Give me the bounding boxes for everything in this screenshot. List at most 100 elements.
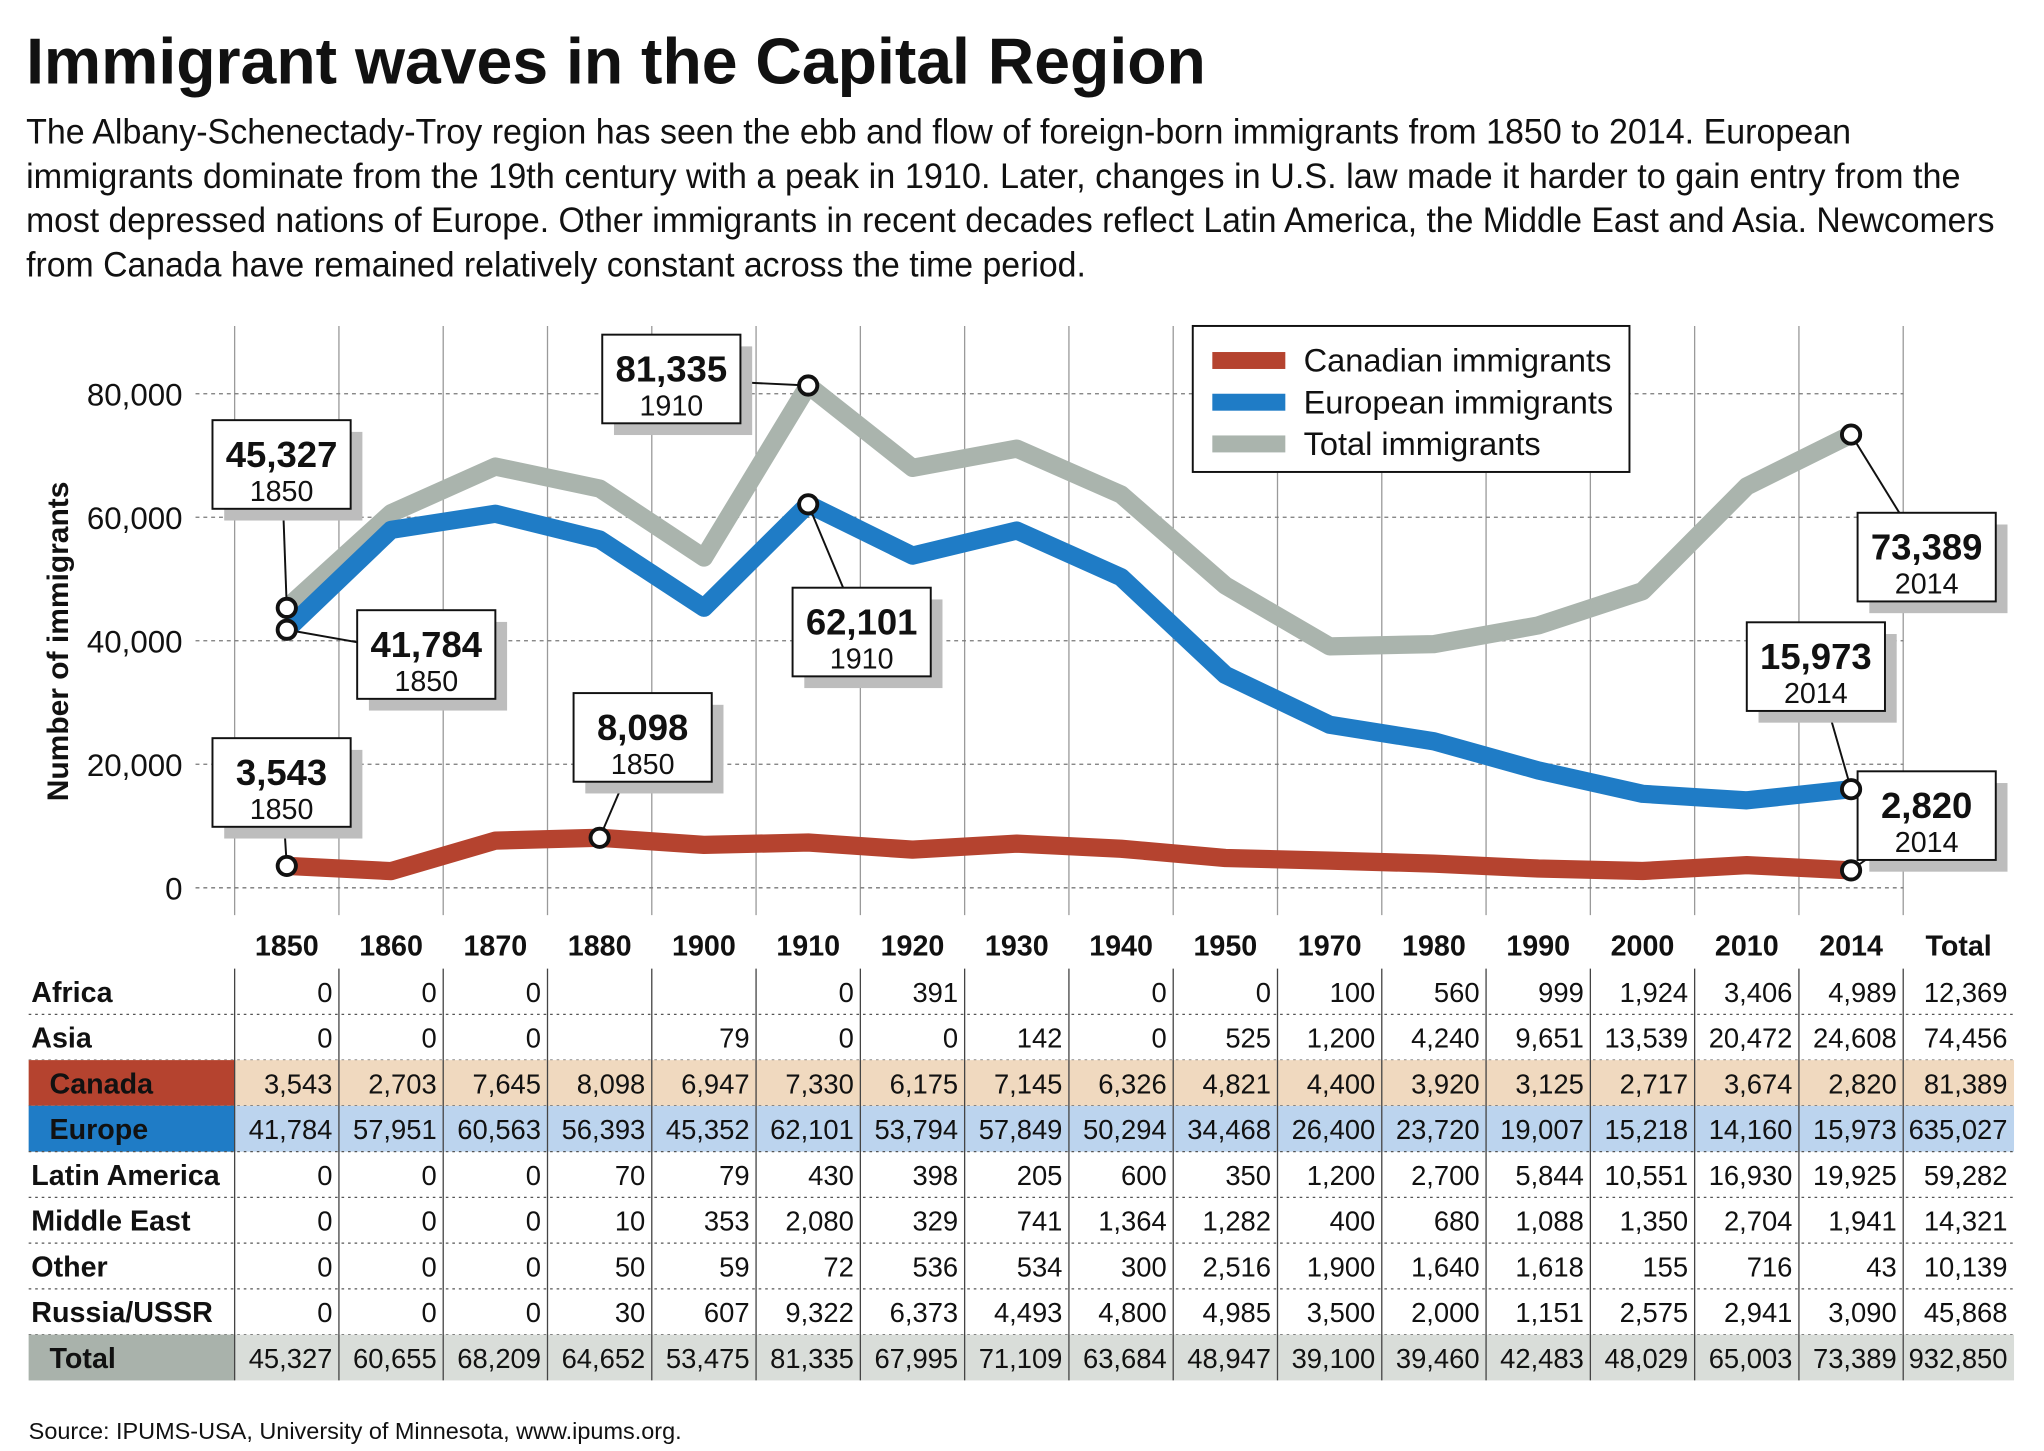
- table-cell: 1,364: [1098, 1206, 1166, 1237]
- row-band: [28, 1060, 2015, 1106]
- table-cell: 1,200: [1307, 1023, 1375, 1054]
- table-cell: 1,088: [1515, 1206, 1583, 1237]
- table-cell: 155: [1642, 1251, 1688, 1282]
- table-cell: 20,472: [1709, 1023, 1793, 1054]
- point-marker: [1839, 778, 1863, 801]
- table-cell: 59: [719, 1251, 749, 1282]
- table-cell: 0: [317, 977, 332, 1008]
- column-header: 1910: [776, 931, 840, 963]
- table-cell: 0: [1151, 977, 1166, 1008]
- table-cell: 45,327: [249, 1343, 333, 1374]
- table-cell: 70: [615, 1160, 645, 1191]
- y-tick-label: 80,000: [87, 377, 183, 412]
- table-cell: 635,027: [1909, 1114, 2008, 1145]
- table-cell: 7,330: [785, 1068, 853, 1099]
- callout-box: [211, 419, 352, 510]
- table-cell: 65,003: [1709, 1343, 1793, 1374]
- column-header: 1870: [463, 931, 527, 963]
- column-header: 1970: [1298, 931, 1362, 963]
- row-label: Asia: [31, 1023, 93, 1055]
- column-header: 1930: [985, 931, 1049, 963]
- table-cell: 72: [823, 1251, 853, 1282]
- table-cell: 5,844: [1515, 1160, 1583, 1191]
- table-cell: 1,900: [1307, 1251, 1375, 1282]
- table-cell: 100: [1330, 977, 1376, 1008]
- table-cell: 2,080: [785, 1206, 853, 1237]
- row-label: Russia/USSR: [31, 1297, 213, 1329]
- column-header: 1990: [1506, 931, 1570, 963]
- table-cell: 15,973: [1813, 1114, 1897, 1145]
- table-cell: 350: [1225, 1160, 1271, 1191]
- table-cell: 0: [317, 1160, 332, 1191]
- table-cell: 607: [704, 1297, 750, 1328]
- point-marker: [588, 826, 611, 849]
- table-cell: 45,352: [666, 1114, 750, 1145]
- callout-value: 8,098: [597, 707, 688, 748]
- table-cell: 4,800: [1098, 1297, 1166, 1328]
- table-cell: 7,145: [994, 1068, 1062, 1099]
- callout-box: [601, 333, 742, 425]
- table-cell: 19,007: [1500, 1114, 1584, 1145]
- table-cell: 0: [421, 1160, 436, 1191]
- callout-value: 45,327: [226, 434, 338, 475]
- table-cell: 4,985: [1203, 1297, 1271, 1328]
- table-cell: 0: [317, 1023, 332, 1054]
- table-cell: 50: [615, 1251, 645, 1282]
- table-cell: 10,551: [1604, 1160, 1688, 1191]
- callout-value: 3,543: [236, 752, 327, 793]
- y-tick-label: 60,000: [87, 501, 183, 536]
- row-label: Other: [31, 1251, 107, 1283]
- table-cell: 12,369: [1924, 977, 2008, 1008]
- table-cell: 48,029: [1604, 1343, 1688, 1374]
- table-cell: 560: [1434, 977, 1480, 1008]
- point-marker: [275, 596, 298, 619]
- table-cell: 3,543: [264, 1068, 332, 1099]
- table-cell: 329: [912, 1206, 958, 1237]
- table-cell: 67,995: [874, 1343, 958, 1374]
- table-cell: 2,700: [1411, 1160, 1479, 1191]
- table-cell: 0: [839, 977, 854, 1008]
- table-cell: 64,652: [562, 1343, 646, 1374]
- table-cell: 0: [1256, 977, 1271, 1008]
- table-cell: 30: [615, 1297, 645, 1328]
- table-cell: 391: [912, 977, 958, 1008]
- row-label: Latin America: [31, 1160, 221, 1192]
- table-cell: 4,821: [1203, 1068, 1271, 1099]
- source: Source: IPUMS-USA, University of Minneso…: [29, 1418, 682, 1444]
- table-cell: 4,989: [1828, 977, 1896, 1008]
- row-label: Canada: [50, 1068, 155, 1100]
- legend-label: Canadian immigrants: [1304, 343, 1612, 379]
- table-cell: 56,393: [562, 1114, 646, 1145]
- series-line: [286, 828, 1852, 881]
- table-cell: 2,820: [1828, 1068, 1896, 1099]
- point-marker: [275, 854, 298, 877]
- table-cell: 300: [1121, 1251, 1167, 1282]
- subtitle-line: immigrants dominate from the 19th centur…: [26, 157, 1961, 196]
- table-cell: 0: [526, 1160, 541, 1191]
- table-cell: 16,930: [1709, 1160, 1793, 1191]
- table-cell: 0: [839, 1023, 854, 1054]
- callout-note: 1910: [639, 390, 703, 422]
- table-cell: 2,000: [1411, 1297, 1479, 1328]
- y-axis-label: Number of immigrants: [42, 482, 75, 802]
- callout-value: 62,101: [806, 602, 918, 643]
- table-cell: 3,090: [1828, 1297, 1896, 1328]
- table-cell: 79: [719, 1160, 749, 1191]
- row-band: [28, 1334, 2015, 1381]
- table-cell: 0: [421, 977, 436, 1008]
- table-cell: 4,240: [1411, 1023, 1479, 1054]
- table-cell: 53,794: [874, 1114, 958, 1145]
- table-cell: 53,475: [666, 1343, 750, 1374]
- table-cell: 0: [943, 1023, 958, 1054]
- table-cell: 19,925: [1813, 1160, 1897, 1191]
- table-cell: 0: [526, 1251, 541, 1282]
- table-cell: 4,400: [1307, 1068, 1375, 1099]
- table-cell: 68,209: [457, 1343, 541, 1374]
- y-tick-label: 40,000: [87, 625, 183, 660]
- table-cell: 62,101: [770, 1114, 854, 1145]
- table-cell: 14,160: [1709, 1114, 1793, 1145]
- table-cell: 0: [421, 1297, 436, 1328]
- point-marker: [797, 374, 820, 397]
- table-cell: 0: [1151, 1023, 1166, 1054]
- table-cell: 0: [317, 1297, 332, 1328]
